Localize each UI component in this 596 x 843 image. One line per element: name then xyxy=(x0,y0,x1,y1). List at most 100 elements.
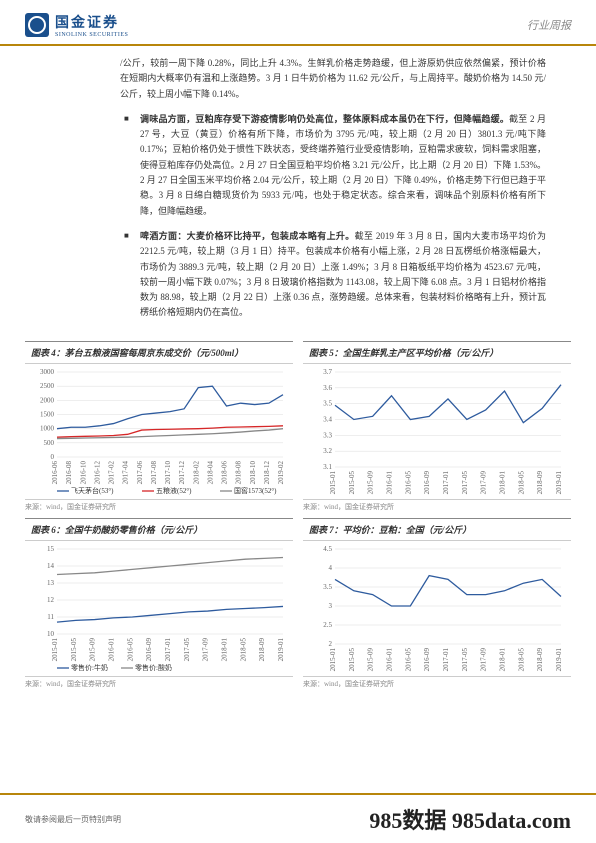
svg-text:2017-01: 2017-01 xyxy=(442,470,450,494)
page-header: 国金证券 SINOLINK SECURITIES 行业周报 xyxy=(0,0,596,46)
svg-text:2017-05: 2017-05 xyxy=(461,470,469,494)
svg-text:2018-05: 2018-05 xyxy=(239,637,247,661)
svg-text:2019-01: 2019-01 xyxy=(555,470,563,494)
svg-text:2.5: 2.5 xyxy=(323,621,332,629)
svg-text:2016-12: 2016-12 xyxy=(93,460,101,484)
logo-cn: 国金证券 xyxy=(55,12,128,32)
svg-text:2015-01: 2015-01 xyxy=(51,637,59,661)
charts-area: 图表 4：茅台五粮液国窖每周京东成交价（元/500ml） 05001000150… xyxy=(0,341,596,689)
svg-text:2015-05: 2015-05 xyxy=(348,647,356,671)
svg-text:2018-09: 2018-09 xyxy=(258,637,266,661)
chart-4-title: 图表 4：茅台五粮液国窖每周京东成交价（元/500ml） xyxy=(25,341,293,364)
header-right: 行业周报 xyxy=(527,17,571,33)
chart-row-2: 图表 6：全国牛奶酸奶零售价格（元/公斤） 1011121314152015-0… xyxy=(25,518,571,689)
chart-6-plot: 1011121314152015-012015-052015-092016-01… xyxy=(25,541,293,676)
svg-text:2017-08: 2017-08 xyxy=(150,460,158,484)
para-3-body: 截至 2019 年 3 月 8 日，国内大麦市场平均价为 2212.5 元/吨，… xyxy=(140,231,546,317)
svg-text:2018-01: 2018-01 xyxy=(499,470,507,494)
svg-text:2016-01: 2016-01 xyxy=(386,647,394,671)
svg-text:2018-01: 2018-01 xyxy=(221,637,229,661)
svg-text:4.5: 4.5 xyxy=(323,545,332,553)
svg-text:零售价:酸奶: 零售价:酸奶 xyxy=(135,663,172,672)
svg-text:14: 14 xyxy=(47,562,55,570)
svg-text:3.3: 3.3 xyxy=(323,431,332,439)
svg-text:2016-01: 2016-01 xyxy=(108,637,116,661)
svg-text:2000: 2000 xyxy=(40,396,55,404)
svg-text:4: 4 xyxy=(329,564,333,572)
svg-text:2018-05: 2018-05 xyxy=(517,470,525,494)
svg-text:2016-08: 2016-08 xyxy=(65,460,73,484)
svg-text:2017-02: 2017-02 xyxy=(108,460,116,484)
chart-6-source: 来源：wind，国金证券研究所 xyxy=(25,676,293,689)
svg-text:2019-02: 2019-02 xyxy=(277,460,285,484)
svg-text:零售价:牛奶: 零售价:牛奶 xyxy=(71,663,108,672)
chart-7-source: 来源：wind，国金证券研究所 xyxy=(303,676,571,689)
chart-4-plot: 0500100015002000250030002016-062016-0820… xyxy=(25,364,293,499)
svg-text:2016-09: 2016-09 xyxy=(423,647,431,671)
chart-4-source: 来源：wind，国金证券研究所 xyxy=(25,499,293,512)
svg-text:2019-01: 2019-01 xyxy=(277,637,285,661)
svg-text:2018-09: 2018-09 xyxy=(536,647,544,671)
para-2: 调味品方面，豆粕库存受下游疫情影响仍处高位，整体原料成本虽仍在下行，但降幅趋缓。… xyxy=(120,112,546,219)
svg-text:2018-04: 2018-04 xyxy=(206,460,214,484)
logo-icon xyxy=(25,13,49,37)
svg-text:3: 3 xyxy=(329,602,333,610)
svg-text:2017-01: 2017-01 xyxy=(442,647,450,671)
svg-text:3.6: 3.6 xyxy=(323,384,332,392)
svg-text:1500: 1500 xyxy=(40,410,55,418)
svg-text:2015-05: 2015-05 xyxy=(348,470,356,494)
body-text: /公斤，较前一周下降 0.28%，同比上升 4.3%。生鲜乳价格走势趋缓，但上游… xyxy=(0,46,596,341)
logo-text: 国金证券 SINOLINK SECURITIES xyxy=(55,12,128,38)
svg-text:2018-05: 2018-05 xyxy=(517,647,525,671)
svg-text:3.5: 3.5 xyxy=(323,399,332,407)
svg-text:2017-12: 2017-12 xyxy=(178,460,186,484)
svg-text:2018-01: 2018-01 xyxy=(499,647,507,671)
svg-text:2500: 2500 xyxy=(40,382,55,390)
chart-7-title: 图表 7：平均价：豆粕：全国（元/公斤） xyxy=(303,518,571,541)
svg-text:2015-09: 2015-09 xyxy=(367,647,375,671)
chart-4: 图表 4：茅台五粮液国窖每周京东成交价（元/500ml） 05001000150… xyxy=(25,341,293,512)
svg-text:2018-09: 2018-09 xyxy=(536,470,544,494)
svg-text:10: 10 xyxy=(47,630,55,638)
chart-5-source: 来源：wind，国金证券研究所 xyxy=(303,499,571,512)
svg-text:2017-01: 2017-01 xyxy=(164,637,172,661)
logo-en: SINOLINK SECURITIES xyxy=(55,32,128,38)
para-2-body: 截至 2 月 27 号，大豆（黄豆）价格有所下降，市场价为 3795 元/吨，较… xyxy=(140,114,546,216)
chart-6-title: 图表 6：全国牛奶酸奶零售价格（元/公斤） xyxy=(25,518,293,541)
svg-text:五粮液(52°): 五粮液(52°) xyxy=(156,486,192,495)
svg-text:2017-10: 2017-10 xyxy=(164,460,172,484)
svg-text:2017-04: 2017-04 xyxy=(122,460,130,484)
para-1: /公斤，较前一周下降 0.28%，同比上升 4.3%。生鲜乳价格走势趋缓，但上游… xyxy=(120,56,546,102)
chart-5-title: 图表 5：全国生鲜乳主产区平均价格（元/公斤） xyxy=(303,341,571,364)
footer-left: 敬请参阅最后一页特别声明 xyxy=(25,814,121,825)
svg-text:2016-09: 2016-09 xyxy=(423,470,431,494)
svg-text:国窖1573(52°): 国窖1573(52°) xyxy=(234,486,277,495)
page-footer: 敬请参阅最后一页特别声明 985数据 985data.com xyxy=(0,793,596,843)
svg-text:13: 13 xyxy=(47,579,55,587)
svg-text:2018-10: 2018-10 xyxy=(249,460,257,484)
svg-text:2016-10: 2016-10 xyxy=(79,460,87,484)
svg-text:500: 500 xyxy=(44,439,55,447)
chart-5-plot: 3.13.23.33.43.53.63.72015-012015-052015-… xyxy=(303,364,571,499)
para-3-title: 啤酒方面：大麦价格环比持平，包装成本略有上升。 xyxy=(140,231,355,241)
svg-text:2019-01: 2019-01 xyxy=(555,647,563,671)
svg-text:2017-05: 2017-05 xyxy=(183,637,191,661)
svg-text:2015-05: 2015-05 xyxy=(70,637,78,661)
svg-text:0: 0 xyxy=(51,453,55,461)
chart-row-1: 图表 4：茅台五粮液国窖每周京东成交价（元/500ml） 05001000150… xyxy=(25,341,571,512)
svg-text:2016-05: 2016-05 xyxy=(126,637,134,661)
chart-7: 图表 7：平均价：豆粕：全国（元/公斤） 22.533.544.52015-01… xyxy=(303,518,571,689)
para-2-title: 调味品方面，豆粕库存受下游疫情影响仍处高位，整体原料成本虽仍在下行，但降幅趋缓。 xyxy=(140,114,509,124)
svg-text:3.7: 3.7 xyxy=(323,368,332,376)
svg-text:2016-01: 2016-01 xyxy=(386,470,394,494)
svg-text:2018-06: 2018-06 xyxy=(221,460,229,484)
svg-text:2018-02: 2018-02 xyxy=(192,460,200,484)
svg-text:2016-06: 2016-06 xyxy=(51,460,59,484)
svg-text:2: 2 xyxy=(329,640,333,648)
chart-6: 图表 6：全国牛奶酸奶零售价格（元/公斤） 1011121314152015-0… xyxy=(25,518,293,689)
svg-text:3.2: 3.2 xyxy=(323,447,332,455)
svg-text:11: 11 xyxy=(47,613,54,621)
svg-text:3000: 3000 xyxy=(40,368,55,376)
svg-text:2017-09: 2017-09 xyxy=(480,647,488,671)
para-3: 啤酒方面：大麦价格环比持平，包装成本略有上升。截至 2019 年 3 月 8 日… xyxy=(120,229,546,321)
